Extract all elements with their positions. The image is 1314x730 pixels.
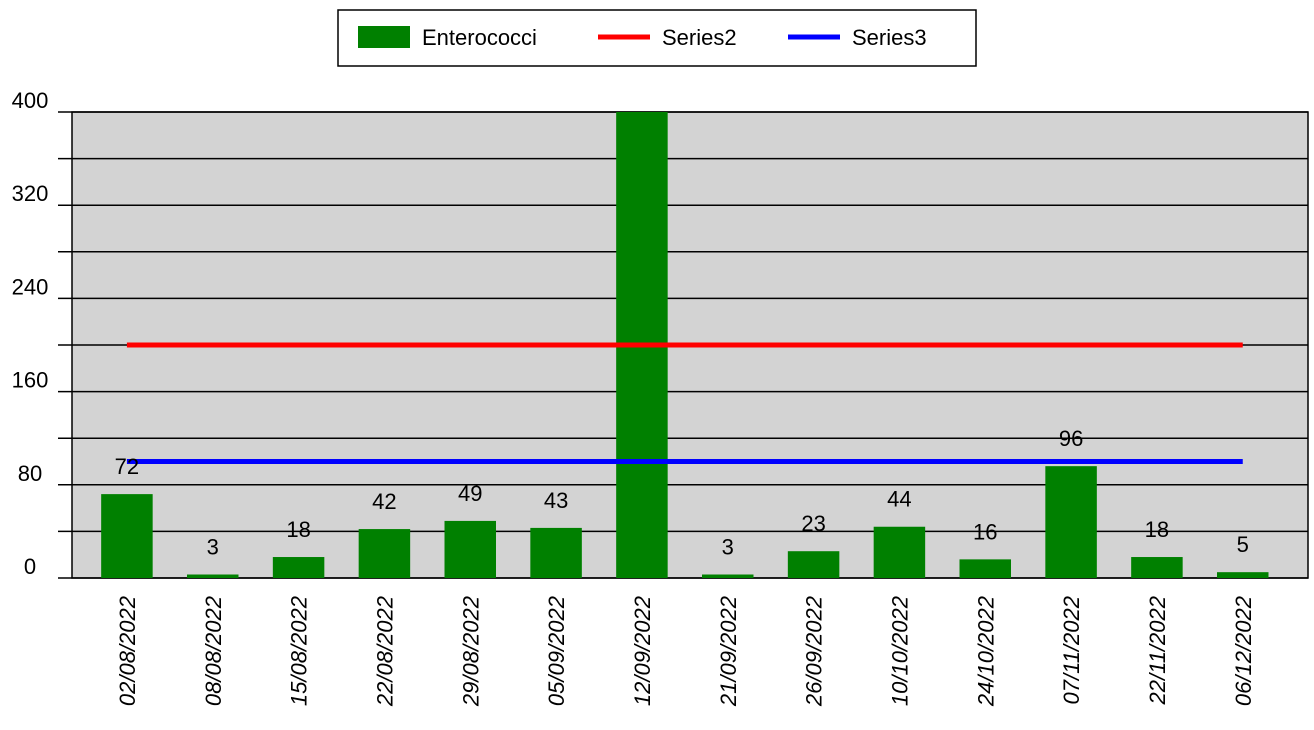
x-tick-label: 26/09/2022 (802, 596, 827, 707)
x-tick-label: 12/09/2022 (630, 596, 655, 706)
x-tick-label: 07/11/2022 (1059, 596, 1084, 704)
legend-box (337, 9, 977, 67)
y-tick-label: 400 (12, 88, 49, 113)
x-tick-label: 22/11/2022 (1145, 596, 1170, 705)
y-tick-label: 80 (18, 461, 42, 486)
series-lines (126, 342, 1243, 464)
x-tick-label: 24/10/2022 (973, 596, 998, 707)
bar (530, 527, 582, 578)
legend-label: Enterococci (422, 25, 537, 50)
data-labels: 72 3 18 42 49 43 3 23 44 16 96 18 5 (115, 426, 1249, 559)
data-label: 96 (1059, 426, 1083, 451)
bar (1131, 557, 1183, 578)
data-label: 43 (544, 488, 568, 513)
bar (702, 574, 754, 578)
x-tick-label: 21/09/2022 (716, 596, 741, 707)
data-label: 18 (1145, 517, 1169, 542)
x-tick-label: 05/09/2022 (544, 596, 569, 706)
data-label: 5 (1237, 532, 1249, 557)
data-label: 16 (973, 519, 997, 544)
x-axis: 02/08/2022 08/08/2022 15/08/2022 22/08/2022… (115, 596, 1256, 707)
grid-lines (58, 111, 1309, 579)
plot-frame (71, 111, 1309, 579)
data-label: 44 (887, 487, 911, 512)
legend-label: Series3 (852, 25, 927, 50)
data-label: 3 (722, 535, 734, 560)
x-tick-label: 29/08/2022 (458, 596, 483, 707)
bar (873, 526, 926, 578)
data-label: 3 (207, 535, 219, 560)
x-tick-label: 22/08/2022 (372, 596, 397, 707)
bar (272, 557, 325, 578)
legend-label: Series2 (662, 25, 737, 50)
data-label: 18 (286, 517, 310, 542)
bar (358, 529, 411, 578)
x-tick-label: 06/12/2022 (1231, 596, 1256, 706)
data-label: 49 (458, 481, 482, 506)
bar (959, 559, 1011, 578)
y-tick-label: 0 (24, 554, 36, 579)
bar (787, 551, 840, 578)
bar (187, 574, 239, 578)
legend-swatch (358, 26, 410, 48)
legend: Enterococci Series2 Series3 (337, 9, 977, 67)
bar (1217, 572, 1269, 578)
y-tick-label: 240 (12, 274, 49, 299)
x-tick-label: 02/08/2022 (115, 596, 140, 706)
bar (1045, 466, 1097, 578)
x-tick-label: 15/08/2022 (287, 596, 312, 706)
y-axis: 0 80 160 240 320 400 (12, 88, 49, 579)
data-label: 72 (115, 454, 139, 479)
data-label: 23 (801, 511, 825, 536)
x-tick-label: 08/08/2022 (201, 596, 226, 706)
data-label: 42 (372, 489, 396, 514)
y-tick-label: 320 (12, 181, 49, 206)
y-tick-label: 160 (12, 368, 49, 393)
x-tick-label: 10/10/2022 (887, 596, 912, 706)
bar (101, 494, 153, 578)
bar (444, 520, 496, 578)
